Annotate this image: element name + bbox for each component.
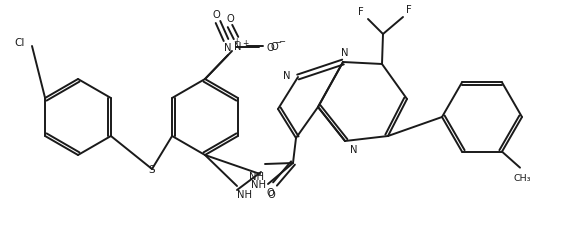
Text: O: O <box>266 187 274 197</box>
Text: N: N <box>350 144 358 154</box>
Text: F: F <box>406 5 412 15</box>
Text: O: O <box>267 189 275 199</box>
Text: O: O <box>266 43 274 53</box>
Text: NH: NH <box>250 171 264 181</box>
Text: +: + <box>242 38 248 47</box>
Text: S: S <box>149 164 155 174</box>
Text: N: N <box>224 43 232 53</box>
Text: −: − <box>279 37 286 46</box>
Text: N: N <box>283 71 291 81</box>
Text: N: N <box>234 42 242 52</box>
Text: Cl: Cl <box>15 38 25 48</box>
Text: CH₃: CH₃ <box>513 173 531 182</box>
Text: −: − <box>275 38 282 47</box>
Text: NH: NH <box>238 189 253 199</box>
Text: O: O <box>270 42 278 52</box>
Text: F: F <box>358 7 364 17</box>
Text: N: N <box>341 48 349 58</box>
Text: O: O <box>226 14 234 24</box>
Text: +: + <box>233 37 239 46</box>
Text: NH: NH <box>250 179 266 189</box>
Text: O: O <box>212 10 220 20</box>
